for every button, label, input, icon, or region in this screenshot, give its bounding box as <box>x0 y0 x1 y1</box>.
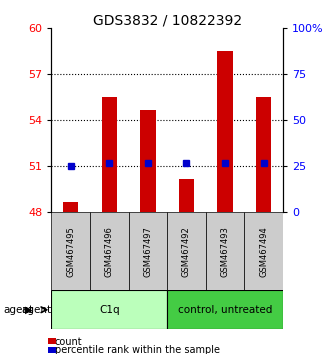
Bar <box>51 212 90 290</box>
Text: GSM467494: GSM467494 <box>259 226 268 277</box>
Bar <box>51 290 167 329</box>
Text: GSM467492: GSM467492 <box>182 226 191 277</box>
Text: control, untreated: control, untreated <box>178 305 272 315</box>
Bar <box>167 212 206 290</box>
Bar <box>102 97 117 212</box>
Title: GDS3832 / 10822392: GDS3832 / 10822392 <box>93 13 242 27</box>
Bar <box>167 290 283 329</box>
Text: GSM467496: GSM467496 <box>105 226 114 277</box>
Text: count: count <box>55 337 82 347</box>
Text: percentile rank within the sample: percentile rank within the sample <box>55 346 219 354</box>
Text: agent: agent <box>3 305 33 315</box>
Bar <box>206 212 244 290</box>
Bar <box>256 97 271 212</box>
Text: agent: agent <box>21 305 51 315</box>
Text: GSM467493: GSM467493 <box>220 226 230 277</box>
Text: GSM467497: GSM467497 <box>143 226 152 277</box>
Bar <box>217 51 233 212</box>
Bar <box>90 212 128 290</box>
Text: C1q: C1q <box>99 305 119 315</box>
Bar <box>140 110 156 212</box>
Bar <box>179 179 194 212</box>
Text: GSM467495: GSM467495 <box>66 226 75 277</box>
Bar <box>63 202 78 212</box>
Bar <box>244 212 283 290</box>
Text: ▶: ▶ <box>25 305 32 315</box>
Bar <box>128 212 167 290</box>
